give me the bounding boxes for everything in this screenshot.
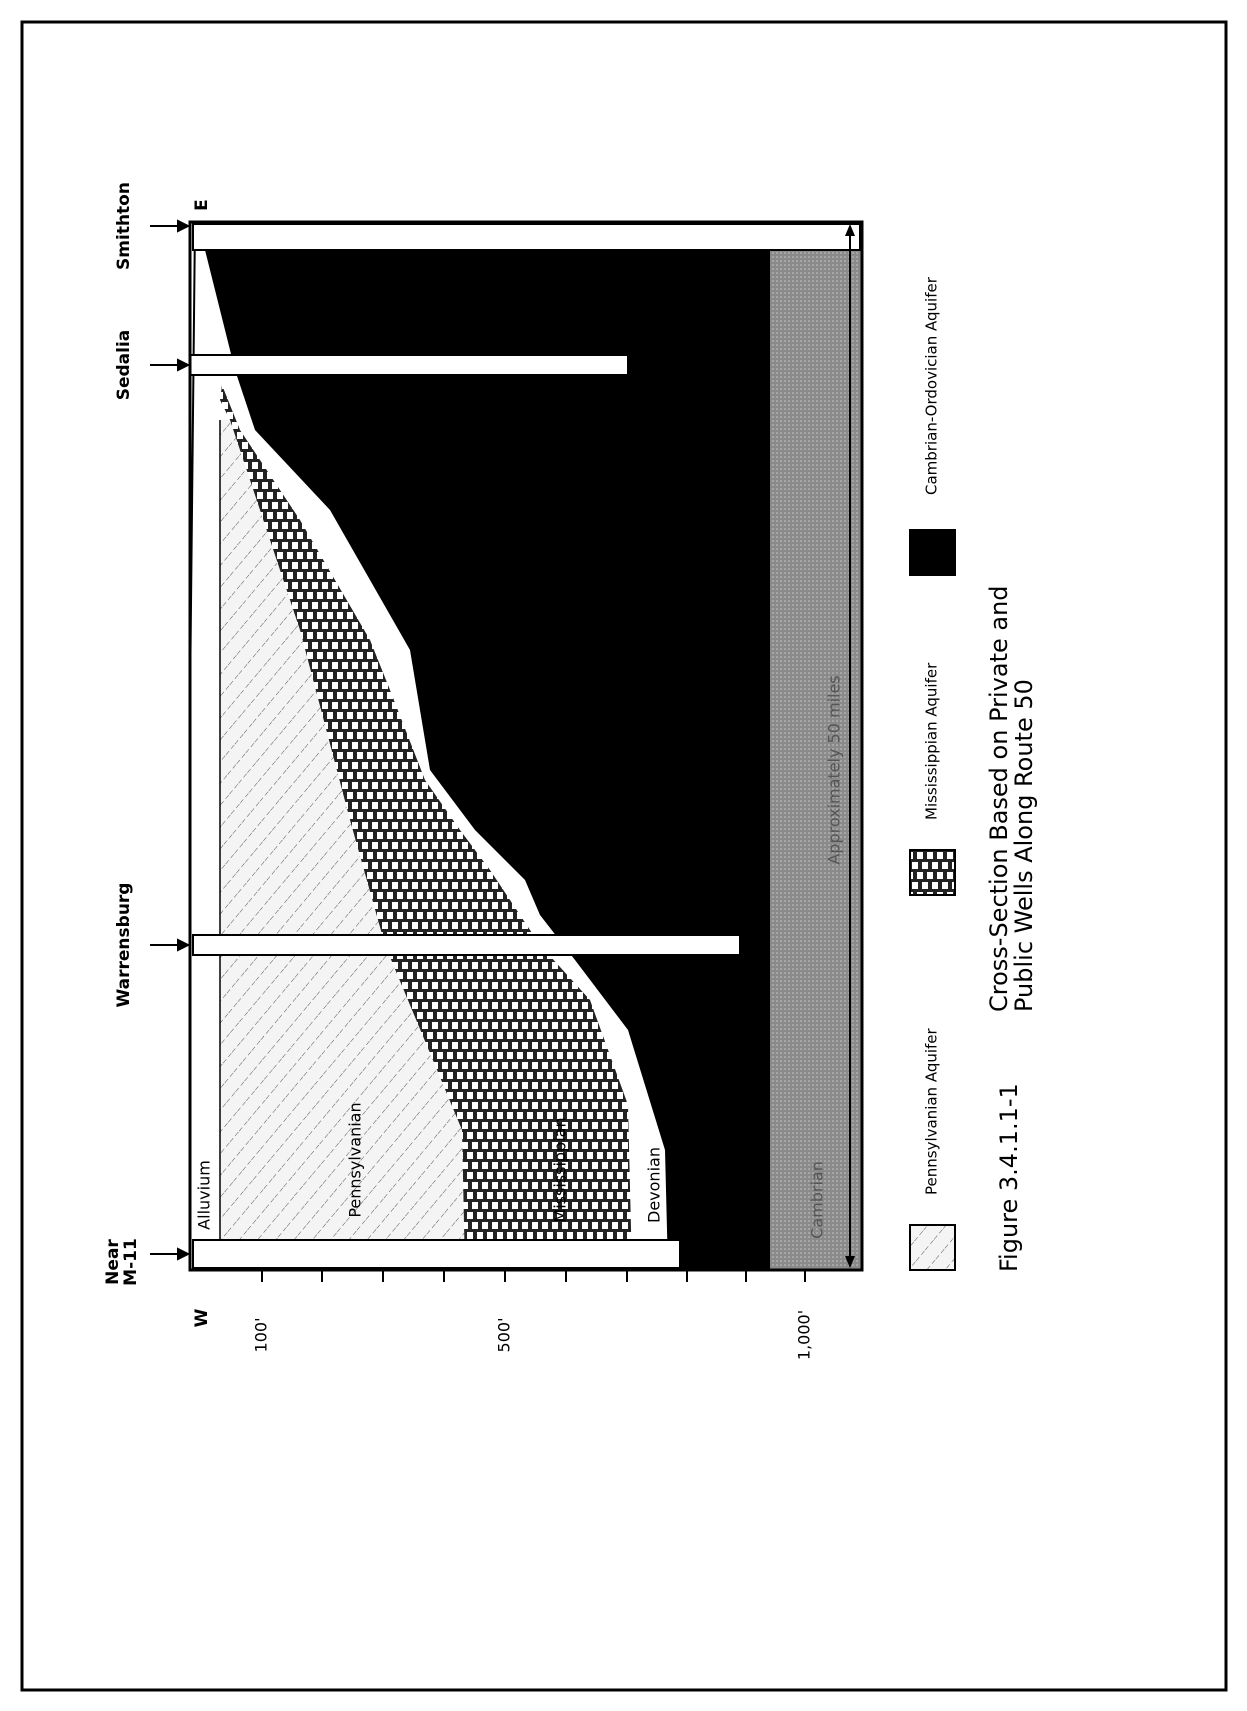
legend-label: Cambrian-Ordovician Aquifer [923, 276, 941, 495]
well [193, 935, 740, 955]
depth-label: 100' [252, 1318, 271, 1353]
caption-number: Figure 3.4.1.1-1 [995, 1083, 1023, 1272]
legend-label: Pennsylvanian Aquifer [923, 1027, 941, 1195]
layer-label: Alluvium [195, 1160, 214, 1230]
legend-label: Mississippian Aquifer [923, 662, 941, 820]
layer-label: Devonian [645, 1147, 664, 1223]
cross-section [190, 222, 862, 1270]
page: Near M-11 Warrensburg Sedalia Smithton W… [0, 0, 1247, 1711]
well-label: Smithton [114, 182, 134, 270]
well-arrows [150, 221, 188, 1259]
well-label: M-11 [121, 1238, 141, 1286]
caption-title: Public Wells Along Route 50 [1010, 679, 1038, 1012]
well-label: Sedalia [114, 330, 134, 401]
legend-swatch [910, 530, 955, 575]
depth-label: 500' [495, 1318, 514, 1353]
layer-label: Pennsylvanian [346, 1102, 365, 1217]
deep-layer [770, 222, 862, 1270]
well [190, 355, 628, 375]
direction-west: W [192, 1308, 212, 1327]
layer-label: Mississippian [551, 1117, 570, 1222]
legend: Pennsylvanian Aquifer Mississippian Aqui… [910, 276, 955, 1270]
direction-east: E [192, 199, 212, 211]
well-label: Warrensburg [114, 883, 134, 1008]
well-label: Near [103, 1239, 123, 1285]
distance-label: Approximately 50 miles [825, 675, 844, 864]
legend-swatch [910, 850, 955, 895]
depth-label: 1,000' [795, 1310, 814, 1360]
layer-label: Cambrian [808, 1161, 827, 1239]
well [193, 224, 860, 250]
caption-title: Cross-Section Based on Private and [985, 585, 1013, 1012]
depth-ticks [262, 1270, 805, 1282]
well [193, 1240, 680, 1268]
legend-swatch [910, 1225, 955, 1270]
